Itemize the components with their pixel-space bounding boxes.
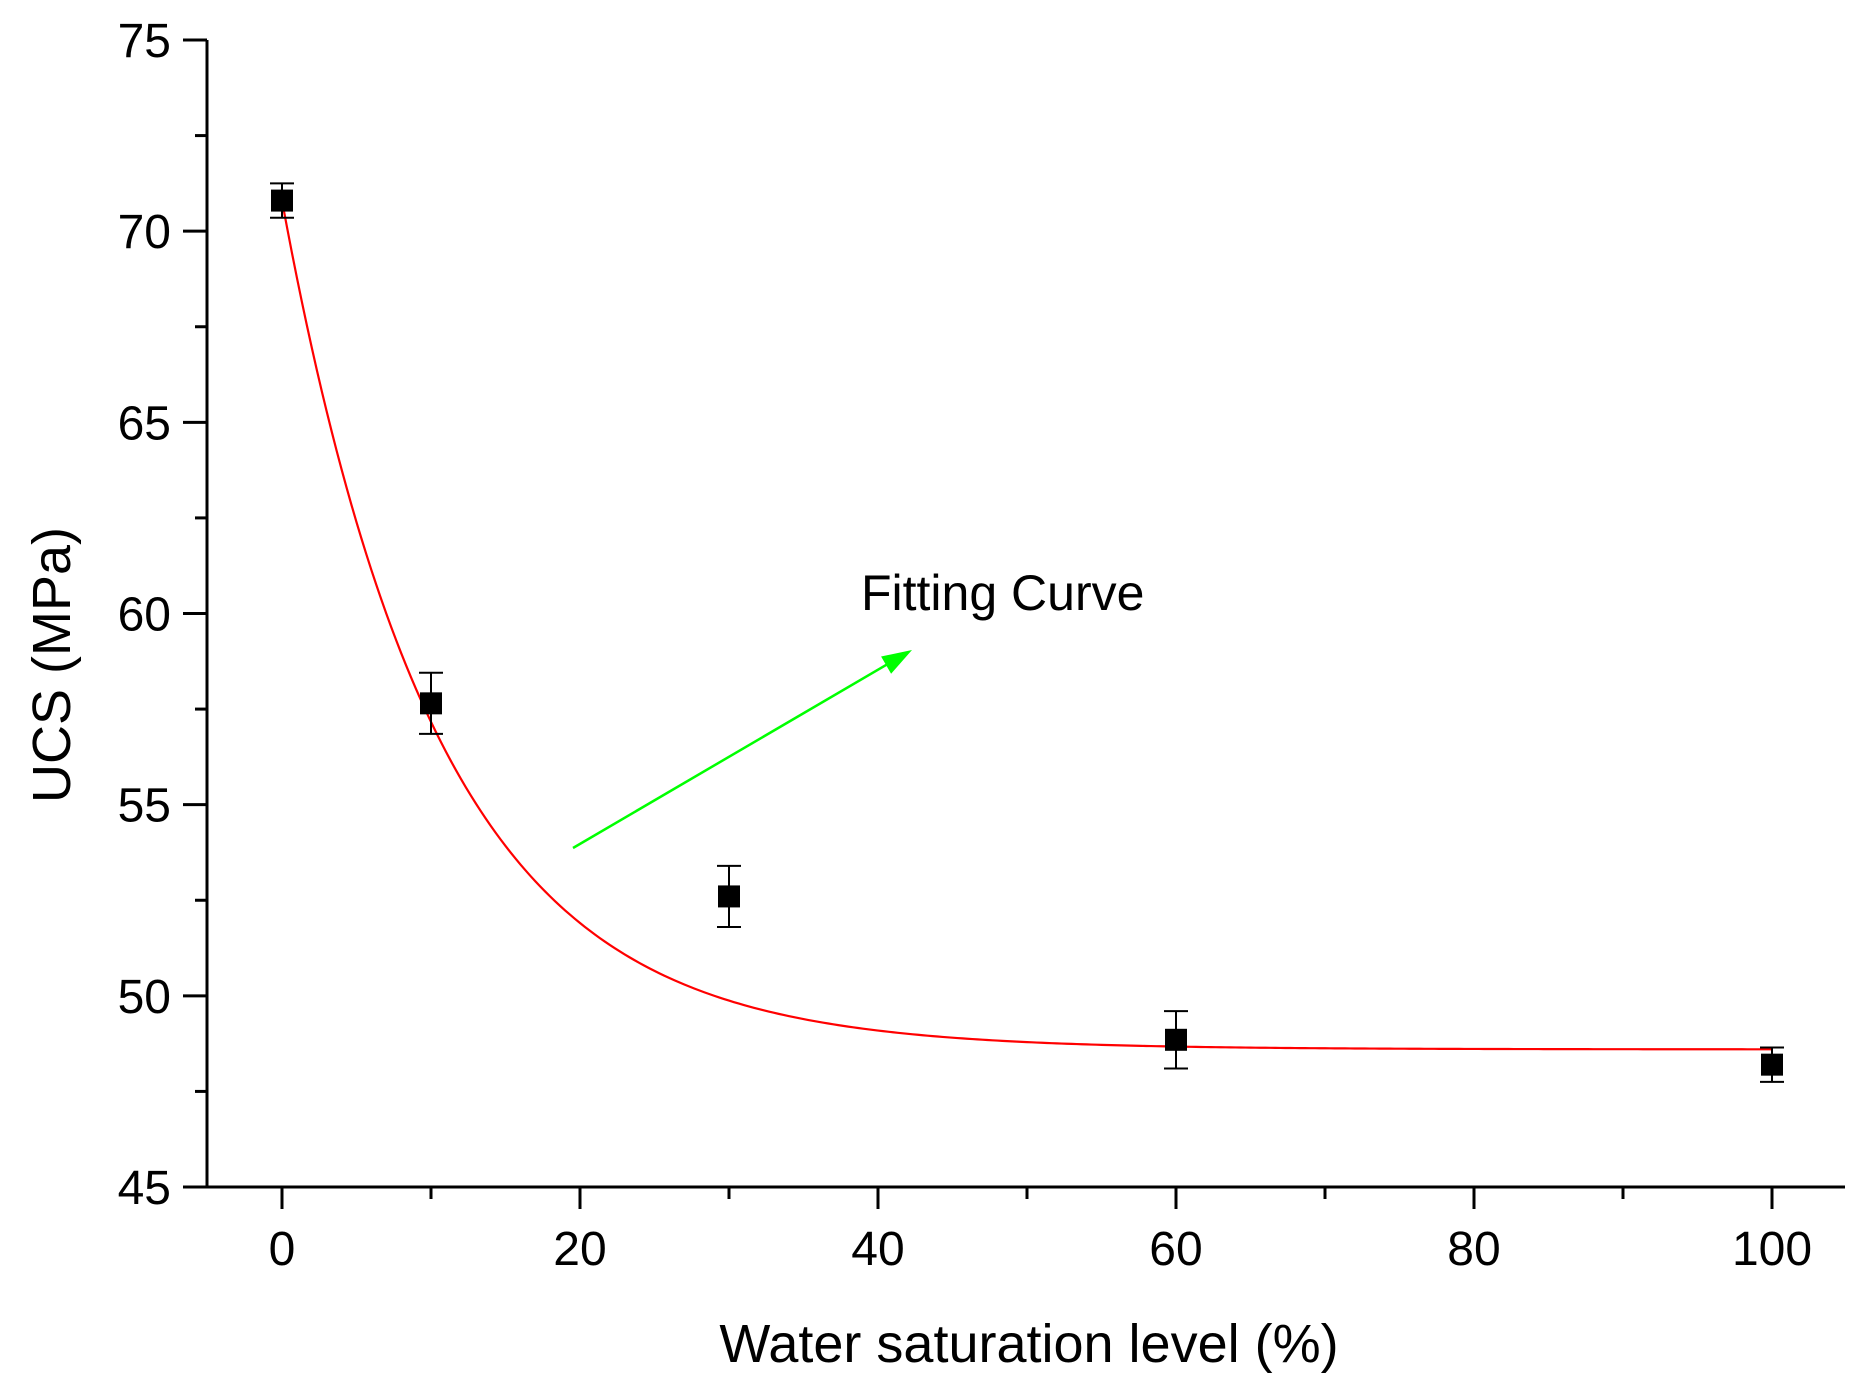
y-tick-label: 75 [118, 15, 171, 68]
x-tick-label: 0 [269, 1223, 296, 1276]
annotation-arrow-head [881, 650, 912, 674]
x-tick-label: 100 [1732, 1223, 1812, 1276]
x-tick-label: 80 [1447, 1223, 1500, 1276]
y-tick-label: 70 [118, 206, 171, 259]
axes-group: 45 50 55 60 65 70 75 0 20 40 60 80 100 [118, 15, 1845, 1276]
y-tick-label: 50 [118, 971, 171, 1024]
y-tick-label: 65 [118, 397, 171, 450]
y-tick-label: 60 [118, 589, 171, 642]
data-point-marker [1761, 1053, 1783, 1076]
annotation-arrow-shaft [572, 656, 899, 850]
x-axis-title: Water saturation level (%) [719, 1314, 1338, 1374]
data-point-marker [271, 189, 293, 212]
y-tick-label: 55 [118, 780, 171, 833]
y-tick-label: 45 [118, 1162, 171, 1215]
fitting-curve-line [280, 200, 1772, 1051]
fitting-curve-label: Fitting Curve [861, 565, 1144, 621]
data-point-marker [420, 692, 442, 715]
data-points-group [270, 182, 1784, 1083]
x-tick-label: 60 [1149, 1223, 1202, 1276]
y-axis-title: UCS (MPa) [22, 527, 82, 803]
x-tick-label: 20 [553, 1223, 606, 1276]
data-point-marker [718, 885, 740, 908]
fit-curve-group [280, 200, 1772, 1051]
annotation-group: Fitting Curve [572, 565, 1144, 850]
x-tick-label: 40 [851, 1223, 904, 1276]
data-point-marker [1165, 1028, 1187, 1051]
